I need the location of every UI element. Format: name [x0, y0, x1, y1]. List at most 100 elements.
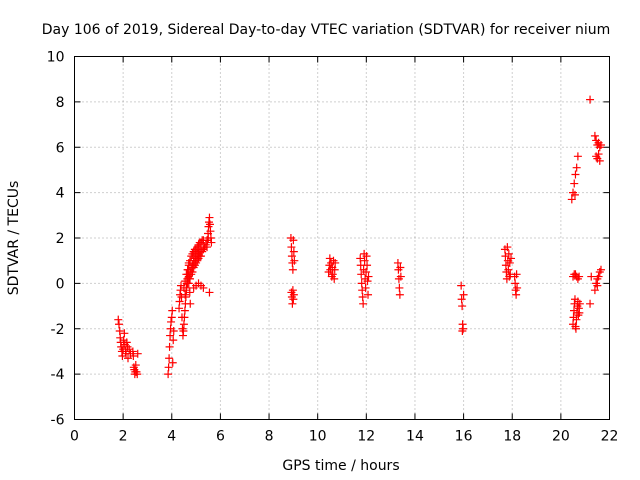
x-tick-label: 18	[503, 429, 521, 445]
data-point	[115, 327, 124, 336]
data-point	[133, 370, 142, 379]
data-point	[207, 238, 216, 247]
data-point	[290, 256, 299, 265]
data-point	[595, 156, 604, 165]
data-point	[596, 265, 605, 274]
data-point	[330, 265, 339, 274]
data-point	[570, 179, 579, 188]
x-tick-label: 2	[119, 429, 128, 445]
data-point	[511, 279, 520, 288]
data-point	[164, 363, 173, 372]
y-tick-label: -2	[51, 322, 65, 338]
data-point	[167, 317, 176, 326]
data-point	[360, 256, 369, 265]
data-point	[115, 320, 124, 329]
y-tick-label: 4	[56, 186, 65, 202]
data-point	[175, 304, 184, 313]
data-point	[357, 279, 366, 288]
data-point	[168, 306, 177, 315]
y-tick-label: -6	[51, 413, 65, 429]
x-tick-label: 16	[455, 429, 473, 445]
data-point	[165, 354, 174, 363]
y-tick-label: 0	[56, 276, 65, 292]
data-point	[395, 283, 404, 292]
data-point	[358, 292, 367, 301]
data-point	[586, 299, 595, 308]
data-point	[596, 140, 605, 149]
data-point	[129, 351, 138, 360]
data-point	[459, 290, 468, 299]
data-point	[504, 265, 513, 274]
data-point	[571, 170, 580, 179]
data-point	[185, 288, 194, 297]
data-point	[512, 290, 521, 299]
data-points	[114, 95, 605, 379]
data-point	[512, 270, 521, 279]
grid-lines	[74, 56, 610, 420]
data-point	[570, 190, 579, 199]
data-point	[330, 274, 339, 283]
data-point	[179, 327, 188, 336]
axis-ticks: 0 2 4 6 8 10 12 14 16 18 20 22 -6 -4 -2 0 2 4 6 8 10	[47, 50, 619, 445]
data-point	[362, 268, 371, 277]
y-axis-title: SDTVAR / TECUs	[6, 181, 22, 296]
data-point	[179, 320, 188, 329]
data-point	[572, 163, 581, 172]
y-tick-label: 2	[56, 231, 65, 247]
data-point	[124, 354, 132, 363]
data-point	[457, 281, 466, 290]
data-point	[114, 315, 123, 324]
data-point	[505, 258, 514, 267]
data-point	[289, 290, 298, 299]
data-point	[396, 263, 405, 272]
data-point	[131, 361, 140, 370]
data-point	[168, 358, 177, 367]
data-point	[587, 272, 596, 281]
data-point	[575, 308, 584, 317]
data-point	[357, 270, 366, 279]
data-point	[205, 220, 214, 229]
data-point	[504, 249, 513, 258]
data-point	[362, 252, 371, 261]
data-point	[167, 313, 176, 322]
data-point	[361, 283, 370, 292]
data-point	[594, 272, 603, 281]
x-tick-label: 4	[167, 429, 176, 445]
data-point	[166, 331, 175, 340]
x-tick-label: 20	[552, 429, 570, 445]
y-tick-label: -4	[51, 367, 65, 383]
data-point	[289, 247, 298, 256]
data-point	[458, 327, 467, 336]
data-point	[328, 270, 337, 279]
chart-title: Day 106 of 2019, Sidereal Day-to-day VTE…	[42, 22, 611, 38]
data-point	[288, 265, 297, 274]
data-point	[363, 261, 372, 270]
data-point	[122, 338, 131, 347]
data-point	[513, 283, 522, 292]
y-tick-label: 8	[56, 95, 65, 111]
data-point	[590, 131, 599, 140]
data-point	[359, 299, 368, 308]
data-point	[364, 290, 373, 299]
data-point	[203, 243, 212, 252]
data-point	[206, 227, 215, 236]
x-tick-label: 22	[601, 429, 619, 445]
data-point	[287, 252, 296, 261]
data-point	[289, 236, 298, 245]
x-tick-label: 6	[216, 429, 225, 445]
data-point	[181, 290, 190, 299]
data-point	[288, 299, 297, 308]
data-point	[364, 272, 373, 281]
data-point	[169, 336, 178, 345]
data-point	[575, 299, 584, 308]
data-point	[572, 315, 581, 324]
data-point	[164, 370, 173, 379]
data-point	[393, 258, 402, 267]
data-point	[186, 299, 195, 308]
data-point	[356, 254, 365, 263]
data-point	[363, 277, 372, 286]
x-tick-label: 0	[70, 429, 79, 445]
data-point	[567, 195, 576, 204]
data-point	[395, 290, 404, 299]
